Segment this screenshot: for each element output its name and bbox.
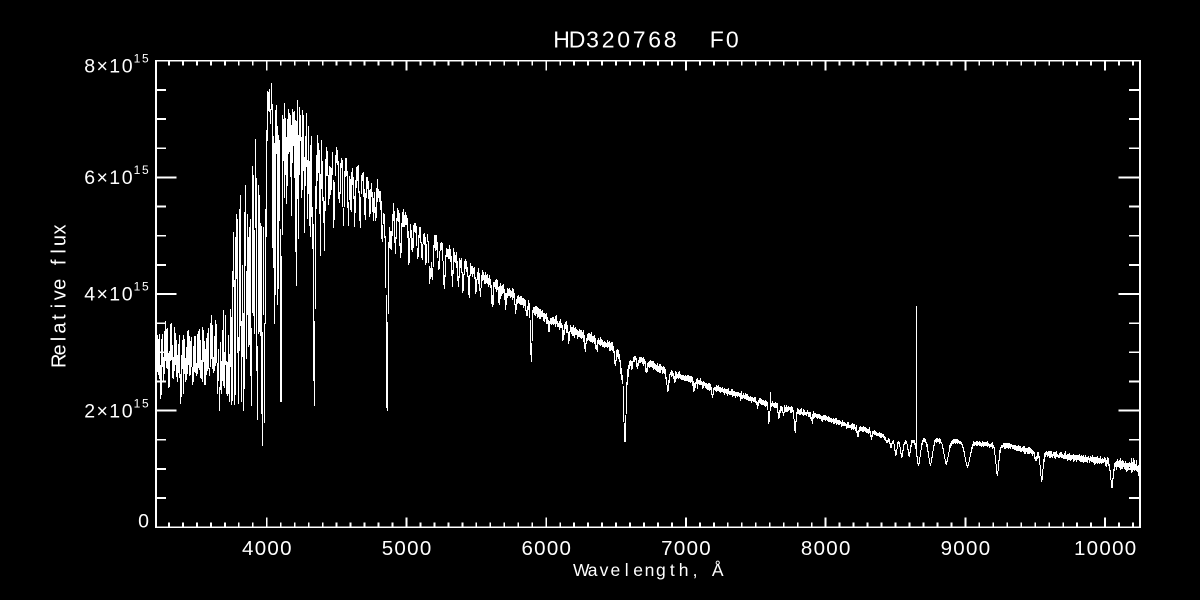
svg-text:Relative flux: Relative flux <box>49 225 71 369</box>
svg-text:8000: 8000 <box>801 537 851 560</box>
svg-text:6×10: 6×10 <box>84 167 133 189</box>
svg-text:8×10: 8×10 <box>84 55 133 77</box>
svg-text:5000: 5000 <box>382 537 432 560</box>
svg-text:9000: 9000 <box>941 537 991 560</box>
svg-text:15: 15 <box>134 163 149 177</box>
svg-text:15: 15 <box>134 280 149 294</box>
svg-text:Wavelength, Å: Wavelength, Å <box>573 560 724 580</box>
svg-text:0: 0 <box>138 510 149 532</box>
svg-text:2×10: 2×10 <box>84 401 133 423</box>
svg-text:15: 15 <box>134 397 149 411</box>
svg-text:4×10: 4×10 <box>84 284 133 306</box>
svg-text:10000: 10000 <box>1074 537 1136 560</box>
svg-text:15: 15 <box>134 51 149 65</box>
svg-text:7000: 7000 <box>661 537 711 560</box>
svg-text:6000: 6000 <box>521 537 571 560</box>
svg-text:4000: 4000 <box>242 537 292 560</box>
